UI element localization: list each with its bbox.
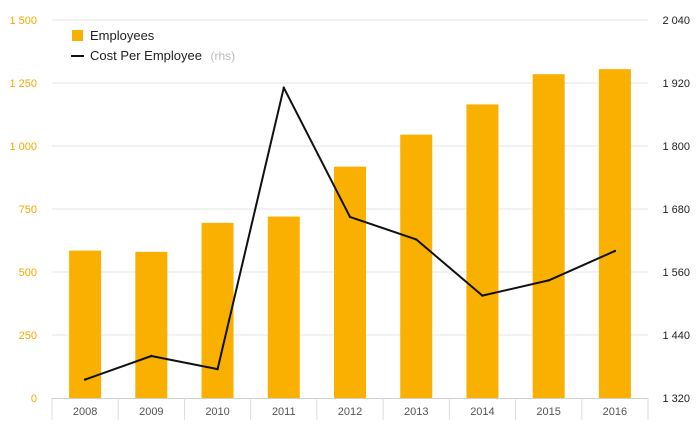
line-point-2013	[415, 238, 418, 241]
x-tick-label-2014: 2014	[470, 406, 494, 418]
y-right-tick-label: 1 320	[662, 393, 690, 405]
bar-series-employees	[69, 69, 631, 399]
y-left-tick-label: 1 500	[9, 15, 37, 27]
line-point-2016	[613, 249, 617, 253]
x-tick-label-2016: 2016	[603, 406, 627, 418]
y-left-tick-label: 1 250	[9, 78, 37, 90]
y-left-tick-label: 1 000	[9, 141, 37, 153]
y-axis-left: 0 250 500 750 1 000 1 250 1 500	[9, 15, 37, 405]
legend-label-cost-per-employee-name: Cost Per Employee	[90, 48, 202, 63]
y-left-tick-label: 500	[19, 267, 37, 279]
line-series-cost-per-employee	[83, 86, 617, 381]
x-tick-label-2009: 2009	[139, 406, 163, 418]
y-axis-right: 1 320 1 440 1 560 1 680 1 800 1 920 2 040	[662, 15, 690, 405]
y-left-tick-label: 250	[19, 330, 37, 342]
line-point-2009	[150, 354, 153, 358]
legend-label-employees: Employees	[90, 28, 155, 43]
bar-2014	[466, 104, 499, 399]
line-point-2012	[348, 215, 352, 219]
x-tick-label-2015: 2015	[536, 406, 560, 418]
bar-2013	[400, 134, 433, 398]
y-right-tick-label: 1 680	[662, 204, 690, 216]
line-point-2014	[481, 294, 484, 297]
x-tick-label-2011: 2011	[272, 406, 296, 418]
x-tick-label-2013: 2013	[404, 406, 428, 418]
bar-2011	[267, 216, 300, 398]
bar-2016	[598, 69, 631, 398]
x-tick-label-2008: 2008	[73, 406, 97, 418]
line-point-2008	[83, 378, 87, 381]
y-right-tick-label: 1 560	[662, 267, 690, 279]
legend: Employees Cost Per Employee (rhs)	[71, 28, 235, 64]
y-left-tick-label: 750	[19, 204, 37, 216]
x-axis: 2008 2009 2010 2011 2012 2013 2014 2015 2016	[51, 398, 649, 420]
y-right-tick-label: 1 920	[662, 78, 690, 90]
y-left-tick-label: 0	[31, 393, 37, 405]
bar-2012	[334, 166, 366, 398]
line-point-2011	[282, 86, 285, 89]
bar-2009	[135, 251, 168, 398]
legend-label-cost-per-employee: Cost Per Employee (rhs)	[90, 47, 235, 64]
x-tick-label-2012: 2012	[338, 406, 362, 418]
line-point-2010	[216, 367, 219, 371]
bar-2010	[201, 222, 234, 398]
y-right-tick-label: 2 040	[662, 15, 690, 27]
bar-2015	[532, 74, 565, 399]
legend-label-cost-per-employee-suffix: (rhs)	[210, 49, 235, 63]
legend-swatch-employees	[72, 30, 83, 41]
y-right-tick-label: 1 800	[662, 141, 690, 153]
line-point-2015	[547, 279, 550, 282]
y-right-tick-label: 1 440	[662, 330, 690, 342]
x-tick-label-2010: 2010	[205, 406, 229, 418]
bar-2008	[69, 250, 102, 398]
